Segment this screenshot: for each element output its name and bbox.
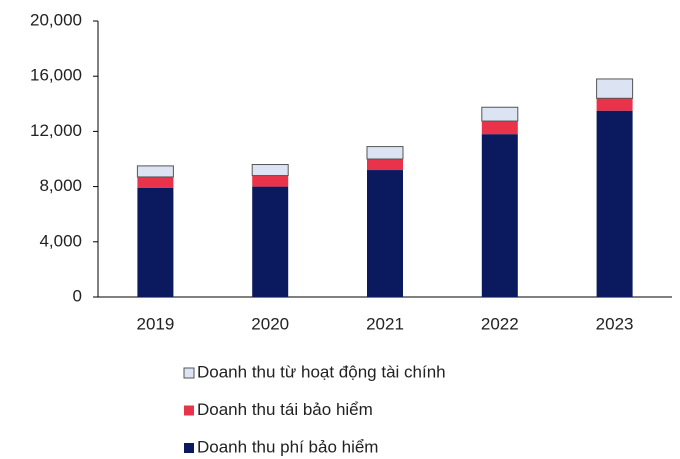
bar-segment: [366, 146, 404, 160]
bar-segment: [252, 175, 289, 187]
bar-segment: [596, 110, 633, 297]
legend-label: Doanh thu từ hoạt động tài chính: [197, 362, 446, 381]
legend-label: Doanh thu phí bảo hiểm: [197, 437, 378, 456]
x-tick-label: 2020: [251, 314, 289, 333]
y-tick-label: 12,000: [30, 121, 82, 140]
bar-segment: [481, 121, 518, 135]
bar-segment: [252, 186, 289, 297]
x-tick-label: 2019: [136, 314, 174, 333]
legend-label: Doanh thu tái bảo hiểm: [197, 400, 373, 419]
bar-segment: [481, 134, 518, 297]
bar-segment: [367, 159, 403, 171]
bar-segment: [367, 170, 403, 297]
y-tick-label: 8,000: [39, 176, 82, 195]
x-tick-label: 2021: [366, 314, 404, 333]
x-tick-label: 2023: [596, 314, 634, 333]
bar-segment: [596, 98, 633, 111]
y-tick-label: 20,000: [30, 10, 82, 29]
y-tick-label: 16,000: [30, 66, 82, 85]
y-tick-label: 4,000: [39, 231, 82, 250]
legend-swatch: [184, 443, 194, 453]
bar-segment: [137, 176, 174, 188]
bar-segment: [596, 78, 634, 99]
legend-swatch: [184, 405, 194, 416]
bar-segment: [251, 164, 289, 177]
x-tick-label: 2022: [481, 314, 519, 333]
bar-segment: [137, 187, 174, 297]
bar-segment: [481, 106, 519, 122]
bar-segment: [136, 165, 174, 178]
y-tick-label: 0: [73, 286, 82, 305]
legend-swatch: [183, 367, 195, 379]
